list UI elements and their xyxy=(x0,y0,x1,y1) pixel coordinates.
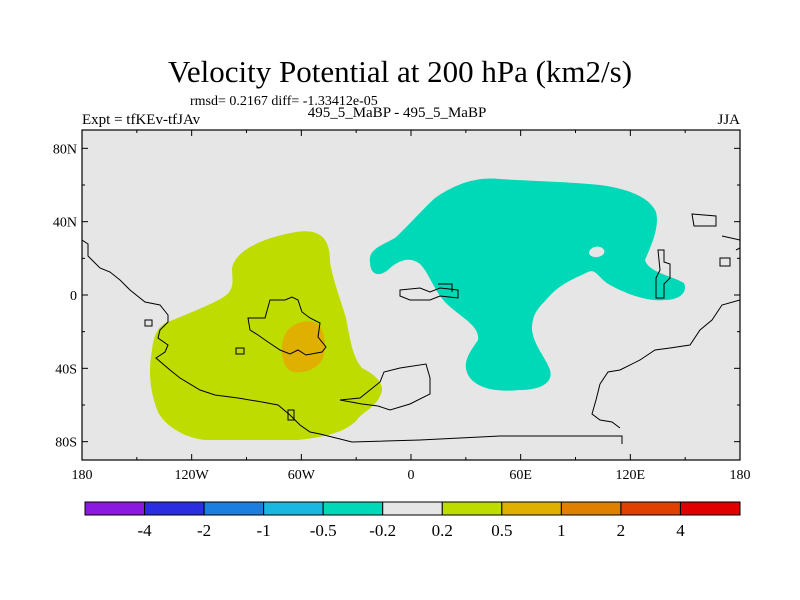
longitude-labels: 180 120W 60W 0 60E 120E 180 xyxy=(72,468,751,483)
positive-anomaly-region xyxy=(150,231,382,440)
colorbar-swatch xyxy=(501,501,562,516)
colorbar-swatch xyxy=(144,501,205,516)
colorbar-swatch xyxy=(84,501,146,516)
coastlines xyxy=(82,213,740,444)
colorbar-label: 0.2 xyxy=(432,521,453,540)
colorbar-label: 0.5 xyxy=(491,521,512,540)
colorbar-swatch xyxy=(382,501,443,516)
colorbar-swatch xyxy=(263,501,324,516)
colorbar-label: -0.5 xyxy=(310,521,337,540)
colorbar-swatch xyxy=(679,501,741,516)
negative-region-hole xyxy=(589,246,605,258)
colorbar-label: 1 xyxy=(557,521,566,540)
colorbar-label: -0.2 xyxy=(369,521,396,540)
colorbar-label: -2 xyxy=(197,521,211,540)
latitude-labels: 80N 40N 0 40S 80S xyxy=(53,142,77,450)
longitude-label: 120E xyxy=(616,468,646,483)
colorbar xyxy=(84,501,741,516)
longitude-label: 180 xyxy=(72,468,93,483)
longitude-label: 60W xyxy=(288,468,316,483)
season-label: JJA xyxy=(717,112,740,128)
negative-anomaly-region xyxy=(369,178,686,391)
colorbar-label: 2 xyxy=(617,521,626,540)
plot-title: Velocity Potential at 200 hPa (km2/s) xyxy=(167,54,633,89)
colorbar-swatch xyxy=(203,501,265,516)
longitude-label: 180 xyxy=(730,468,751,483)
colorbar-labels: -4 -2 -1 -0.5 -0.2 0.2 0.5 1 2 4 xyxy=(137,521,685,540)
colorbar-label: -4 xyxy=(137,521,152,540)
axis-ticks xyxy=(81,130,741,460)
colorbar-swatch xyxy=(560,501,622,516)
latitude-label: 40N xyxy=(53,216,77,231)
latitude-label: 80N xyxy=(53,142,77,157)
colorbar-swatch xyxy=(322,501,384,516)
positive-maximum-region xyxy=(281,321,326,373)
colorbar-swatch xyxy=(441,501,503,516)
longitude-label: 0 xyxy=(408,468,415,483)
colorbar-label: -1 xyxy=(257,521,271,540)
longitude-label: 60E xyxy=(509,468,532,483)
latitude-label: 40S xyxy=(55,362,77,377)
latitude-label: 0 xyxy=(70,289,77,304)
latitude-label: 80S xyxy=(55,436,77,451)
case-label: 495_5_MaBP - 495_5_MaBP xyxy=(307,105,487,121)
contour-fills xyxy=(82,178,740,444)
longitude-label: 120W xyxy=(175,468,210,483)
experiment-label: Expt = tfKEv-tfJAv xyxy=(82,112,201,128)
stats-text: rmsd= 0.2167 diff= -1.33412e-05 xyxy=(190,94,378,109)
colorbar-label: 4 xyxy=(676,521,685,540)
colorbar-swatch xyxy=(620,501,681,516)
